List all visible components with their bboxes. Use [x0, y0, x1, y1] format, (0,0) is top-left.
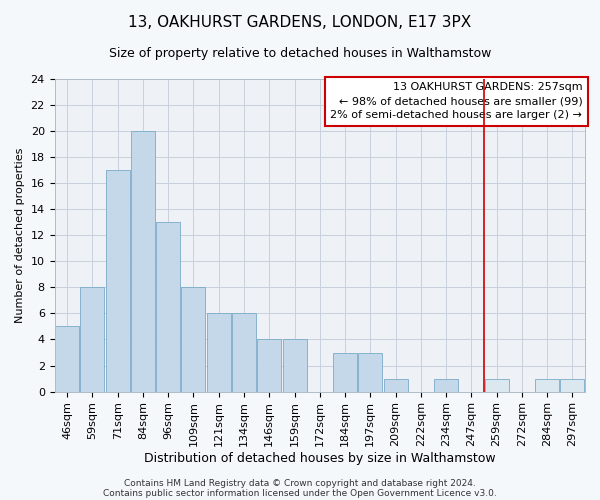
Bar [156, 222, 180, 392]
Bar [560, 378, 584, 392]
Bar [257, 340, 281, 392]
Y-axis label: Number of detached properties: Number of detached properties [15, 148, 25, 323]
Bar [333, 352, 357, 392]
Text: 13, OAKHURST GARDENS, LONDON, E17 3PX: 13, OAKHURST GARDENS, LONDON, E17 3PX [128, 15, 472, 30]
Bar [434, 378, 458, 392]
Bar [485, 378, 509, 392]
Bar [131, 131, 155, 392]
Text: Size of property relative to detached houses in Walthamstow: Size of property relative to detached ho… [109, 48, 491, 60]
Bar [181, 288, 205, 392]
Text: Contains public sector information licensed under the Open Government Licence v3: Contains public sector information licen… [103, 488, 497, 498]
Bar [80, 288, 104, 392]
Bar [232, 314, 256, 392]
Bar [535, 378, 559, 392]
Bar [207, 314, 231, 392]
Bar [383, 378, 407, 392]
Bar [55, 326, 79, 392]
Bar [106, 170, 130, 392]
Text: 13 OAKHURST GARDENS: 257sqm
← 98% of detached houses are smaller (99)
2% of semi: 13 OAKHURST GARDENS: 257sqm ← 98% of det… [331, 82, 583, 120]
Bar [283, 340, 307, 392]
Text: Contains HM Land Registry data © Crown copyright and database right 2024.: Contains HM Land Registry data © Crown c… [124, 478, 476, 488]
X-axis label: Distribution of detached houses by size in Walthamstow: Distribution of detached houses by size … [144, 452, 496, 465]
Bar [358, 352, 382, 392]
